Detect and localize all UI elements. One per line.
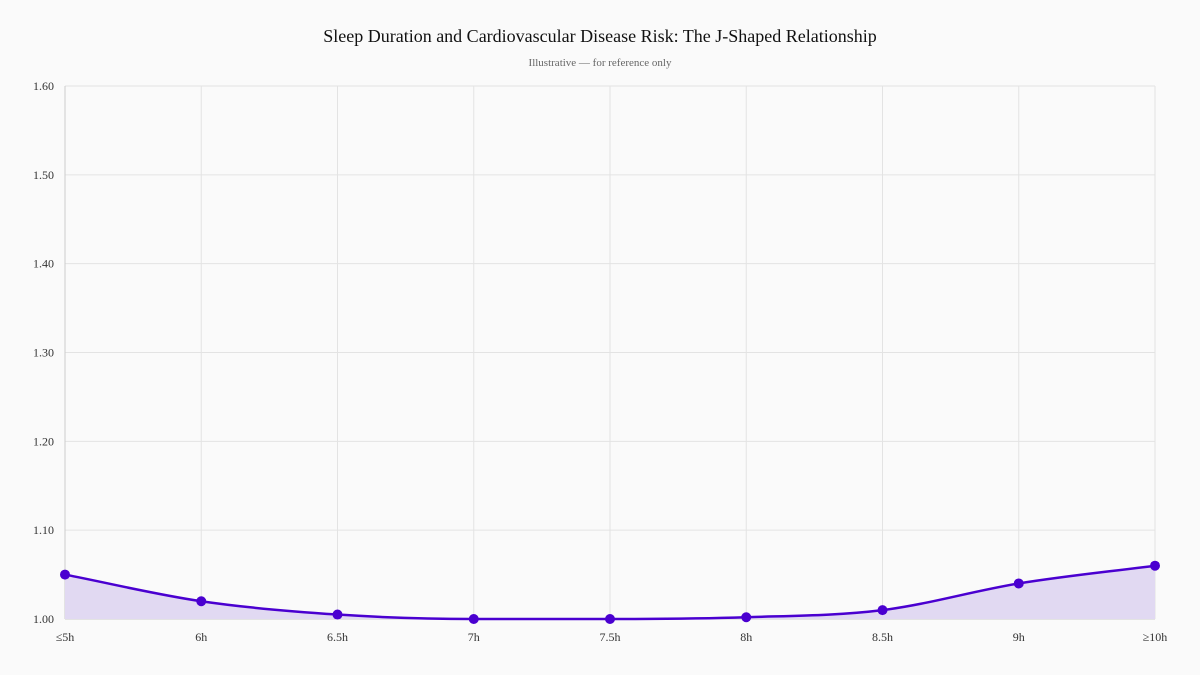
x-tick-label: 8h bbox=[740, 630, 752, 644]
y-tick-label: 1.50 bbox=[33, 168, 54, 182]
y-tick-label: 1.30 bbox=[33, 346, 54, 360]
x-tick-label: 6h bbox=[195, 630, 207, 644]
x-tick-label: 6.5h bbox=[327, 630, 348, 644]
y-tick-label: 1.00 bbox=[33, 612, 54, 626]
chart-title: Sleep Duration and Cardiovascular Diseas… bbox=[323, 26, 877, 46]
data-point bbox=[196, 596, 207, 607]
data-point bbox=[468, 614, 479, 624]
y-tick-label: 1.20 bbox=[33, 434, 54, 448]
chart-subtitle: Illustrative — for reference only bbox=[528, 57, 672, 69]
x-tick-label: 7.5h bbox=[600, 630, 621, 644]
data-point bbox=[332, 609, 343, 620]
y-tick-label: 1.40 bbox=[33, 257, 54, 271]
data-point bbox=[605, 614, 615, 624]
x-tick-label: 9h bbox=[1013, 630, 1025, 644]
data-point bbox=[60, 569, 70, 580]
x-tick-label: ≤5h bbox=[56, 630, 75, 644]
y-tick-label: 1.10 bbox=[33, 523, 54, 537]
data-point bbox=[741, 612, 752, 623]
data-point bbox=[877, 605, 888, 616]
y-tick-label: 1.60 bbox=[33, 79, 54, 93]
area-fill bbox=[65, 565, 1155, 619]
x-tick-label: 7h bbox=[468, 630, 480, 644]
x-tick-label: 8.5h bbox=[872, 630, 893, 644]
data-point bbox=[1013, 578, 1024, 589]
x-tick-label: ≥10h bbox=[1143, 630, 1168, 644]
data-point bbox=[1150, 560, 1160, 571]
